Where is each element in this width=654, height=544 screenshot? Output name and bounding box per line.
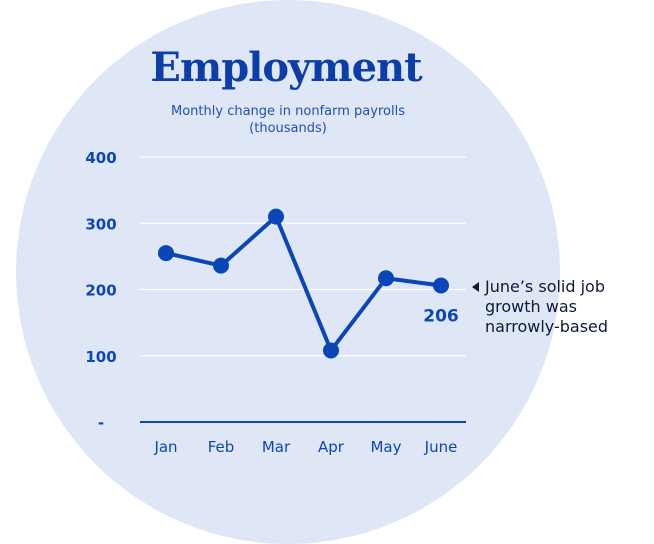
x-tick-label: Mar — [262, 438, 291, 456]
data-point — [323, 342, 339, 359]
chart-subtitle: Monthly change in nonfarm payrolls (thou… — [171, 104, 405, 136]
data-label: 206 — [423, 307, 459, 327]
x-tick-label: Feb — [208, 438, 235, 456]
background-circle — [16, 0, 560, 544]
data-point — [158, 245, 174, 262]
triangle-left-icon — [472, 282, 479, 292]
x-tick-label: June — [424, 438, 458, 456]
y-tick-label: - — [98, 414, 104, 432]
annotation: June’s solid job growth was narrowly-bas… — [472, 277, 654, 337]
annotation-text: June’s solid job growth was narrowly-bas… — [485, 277, 609, 336]
y-tick-label: 400 — [85, 149, 116, 167]
chart-title: Employment — [150, 44, 422, 91]
x-tick-label: May — [370, 438, 401, 456]
y-tick-label: 300 — [85, 215, 116, 233]
data-point — [433, 277, 449, 294]
data-point — [268, 208, 284, 225]
x-tick-label: Apr — [318, 438, 345, 456]
series-line — [165, 214, 442, 353]
y-tick-label: 100 — [85, 348, 116, 366]
x-tick-label: Jan — [153, 438, 177, 456]
y-tick-label: 200 — [85, 282, 116, 300]
data-point — [378, 270, 394, 287]
data-point — [213, 257, 229, 274]
